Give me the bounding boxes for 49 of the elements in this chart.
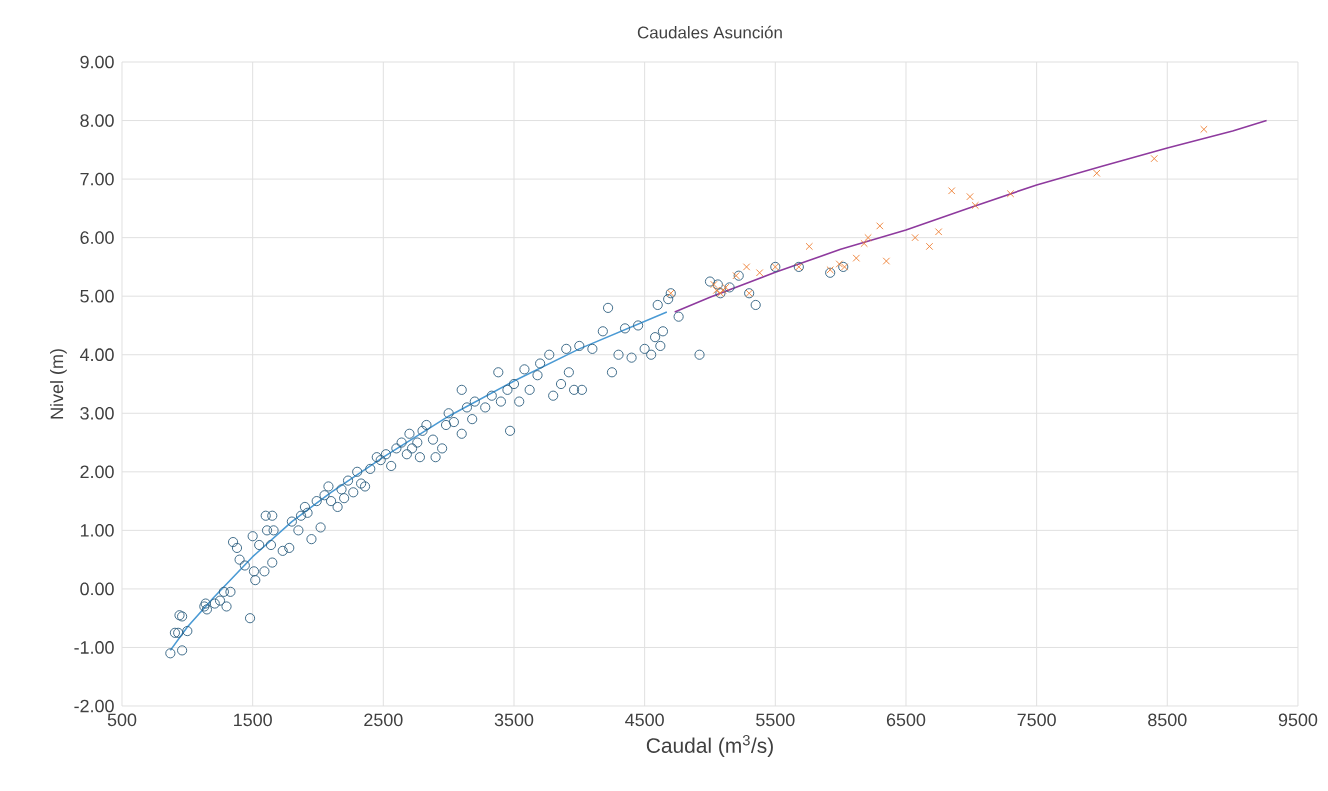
point — [971, 201, 979, 210]
point — [882, 257, 891, 265]
point — [835, 260, 844, 268]
y-tick-label: 4.00 — [79, 348, 114, 362]
y-tick-label: -2.00 — [74, 699, 114, 713]
point — [1150, 154, 1158, 163]
point — [860, 239, 868, 248]
point — [934, 228, 943, 236]
point — [805, 242, 813, 251]
point — [732, 271, 740, 280]
point — [710, 280, 718, 289]
point — [742, 263, 751, 271]
y-tick-label: 0.00 — [80, 582, 114, 596]
x-tick-label: 9500 — [1278, 713, 1318, 727]
chart-title: Caudales Asunción — [637, 25, 782, 39]
line-series — [673, 119, 1268, 313]
point — [948, 187, 956, 195]
y-tick-label: 6.00 — [80, 231, 114, 244]
point — [755, 269, 764, 277]
y-tick-label: 2.00 — [80, 465, 114, 479]
y-tick-label: 7.00 — [80, 172, 114, 186]
x-tick-label: 8500 — [1148, 713, 1187, 727]
x-tick-label: 2500 — [364, 713, 403, 727]
y-tick-label: 5.00 — [80, 289, 114, 303]
x-tick-label: 500 — [107, 713, 137, 727]
point — [852, 254, 861, 262]
y-tick-label: 8.00 — [80, 114, 114, 127]
point — [826, 266, 834, 274]
y-axis-title: Nivel (m) — [50, 349, 67, 419]
x-tick-label: 4500 — [625, 713, 664, 727]
point — [925, 242, 934, 251]
x-tick-label: 6500 — [886, 713, 926, 727]
y-tick-label: 9.00 — [80, 55, 114, 69]
point — [911, 233, 919, 242]
x-axis-title: Caudal (m$^{3}$/s) — [646, 735, 773, 758]
x-tick-label: 5500 — [756, 713, 795, 727]
point — [1093, 169, 1101, 177]
x-tick-label: 1500 — [234, 713, 272, 727]
y-tick-label: 1.00 — [80, 524, 114, 537]
point — [1200, 125, 1208, 134]
point — [966, 192, 974, 201]
y-tick-label: -1.00 — [74, 641, 114, 654]
y-tick-label: 3.00 — [80, 406, 114, 420]
x-tick-label: 7500 — [1017, 713, 1056, 727]
point — [864, 233, 872, 242]
line-series — [169, 311, 668, 652]
point — [1006, 190, 1015, 198]
x-tick-label: 3500 — [494, 713, 534, 727]
point — [876, 222, 884, 230]
